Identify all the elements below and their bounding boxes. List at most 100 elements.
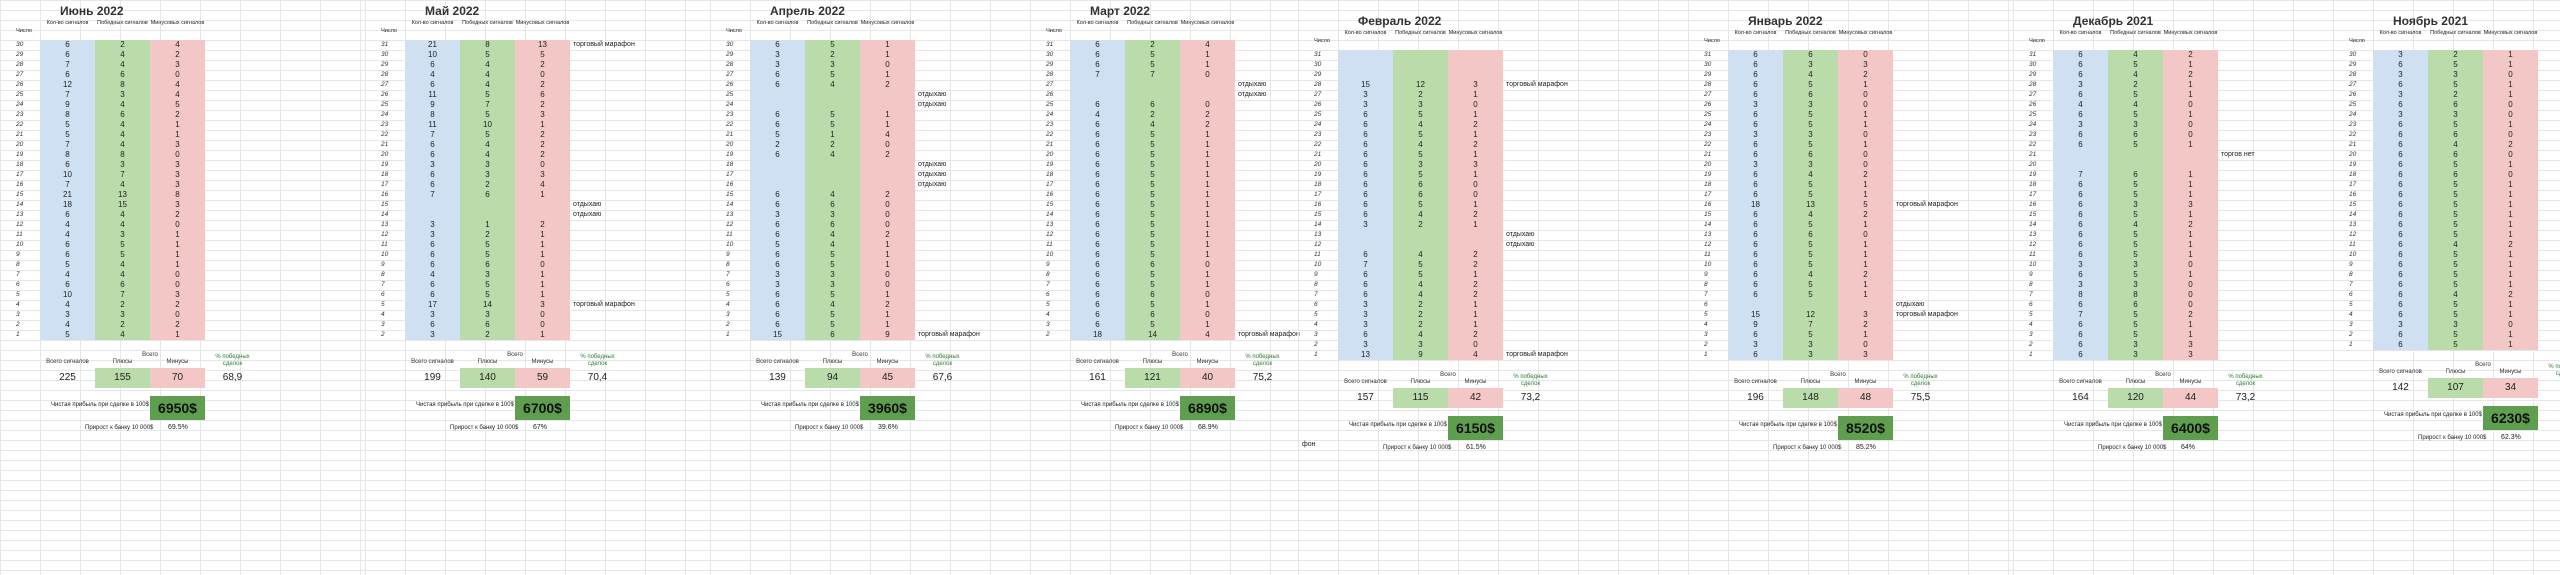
bank-growth-label: Прирост к банку 10 000$ [2418,435,2487,441]
day-cell: 4 [16,301,20,308]
day-cell: 6 [2349,291,2353,298]
count-cell: 6 [2398,60,2403,69]
header-signal-count: Кол-во сигналов [1344,30,1387,36]
wins-cell: 5 [2133,190,2138,199]
plus-label: Плюсы [1410,379,1431,385]
wins-cell: 4 [830,240,835,249]
count-cell: 6 [775,110,780,119]
count-cell: 6 [1095,240,1100,249]
wins-cell: 5 [2453,160,2458,169]
count-cell: 6 [775,230,780,239]
green-column [805,40,860,340]
count-cell: 7 [430,130,435,139]
wins-cell: 7 [1150,70,1155,79]
day-cell: 31 [1046,41,1054,48]
total-signals-value: 225 [59,372,76,383]
wins-cell: 4 [120,260,125,269]
losses-cell: 4 [885,130,890,139]
plus-label: Плюсы [1142,359,1163,365]
count-cell: 3 [775,280,780,289]
win-percent-value: 75,2 [1252,372,1273,383]
day-cell: 17 [381,181,389,188]
day-cell: 3 [381,321,385,328]
losses-cell: 2 [885,190,890,199]
wins-cell: 2 [1150,40,1155,49]
count-cell: 6 [1095,290,1100,299]
count-cell: 6 [2398,250,2403,259]
wins-cell: 2 [485,330,490,339]
losses-cell: 1 [885,290,890,299]
losses-cell: 1 [1863,220,1868,229]
wins-cell: 5 [1808,250,1813,259]
count-cell: 6 [2078,330,2083,339]
losses-cell: 1 [2188,210,2193,219]
total-minus-value: 48 [1838,388,1893,408]
losses-cell: 0 [885,210,890,219]
wins-cell: 4 [2453,290,2458,299]
count-cell: 6 [1753,290,1758,299]
day-cell: 2 [1704,341,1708,348]
losses-cell: 1 [885,110,890,119]
day-cell: 30 [2029,61,2037,68]
wins-cell: 5 [1150,320,1155,329]
losses-cell: 0 [540,260,545,269]
wins-cell: 4 [1418,330,1423,339]
day-cell: 6 [16,281,20,288]
wins-cell: 3 [485,170,490,179]
wins-cell: 2 [1418,220,1423,229]
day-cell: 6 [1046,291,1050,298]
losses-cell: 1 [2188,270,2193,279]
header-losses: Минусовых сигналов [515,20,570,26]
losses-cell: 0 [175,310,180,319]
day-cell: 13 [381,221,389,228]
wins-cell: 4 [1418,280,1423,289]
count-cell: 6 [2398,130,2403,139]
count-cell: 3 [1753,130,1758,139]
count-cell: 6 [1363,330,1368,339]
wins-cell: 5 [485,130,490,139]
wins-cell: 5 [2133,320,2138,329]
wins-cell: 5 [830,110,835,119]
day-cell: 13 [2029,231,2037,238]
total-label: Всего [1830,372,1846,378]
row-note: отдыхаю [918,171,947,178]
losses-cell: 0 [1205,290,1210,299]
wins-cell: 3 [830,270,835,279]
row-note: отдыхаю [573,211,602,218]
losses-cell: 1 [885,40,890,49]
count-cell: 7 [1095,70,1100,79]
count-cell: 6 [65,280,70,289]
losses-cell: 1 [1205,60,1210,69]
count-cell: 4 [65,270,70,279]
day-cell: 7 [2029,291,2033,298]
wins-cell: 3 [1808,350,1813,359]
count-cell: 6 [775,70,780,79]
green-column [1125,40,1180,340]
count-cell: 9 [1753,320,1758,329]
wins-cell: 6 [1150,100,1155,109]
count-cell: 6 [2078,300,2083,309]
total-plus-value: 140 [460,368,515,388]
row-note: отдыхаю [1238,91,1267,98]
day-cell: 14 [1704,221,1712,228]
wins-cell: 7 [120,290,125,299]
minus-label: Минусы [2499,369,2522,375]
wins-cell: 4 [120,130,125,139]
header-wins: Победных сигналов [1395,30,1446,36]
count-cell: 6 [1753,80,1758,89]
day-cell: 3 [1704,331,1708,338]
losses-cell: 1 [540,330,545,339]
wins-cell: 3 [2453,320,2458,329]
losses-cell: 2 [1473,120,1478,129]
day-cell: 17 [1704,191,1712,198]
total-label: Всего [1172,352,1188,358]
wins-cell: 4 [120,270,125,279]
count-cell: 6 [1753,250,1758,259]
losses-cell: 0 [885,140,890,149]
wins-cell: 8 [120,150,125,159]
day-cell: 5 [1704,311,1708,318]
count-cell: 3 [65,310,70,319]
total-count-label: Всего сигналов [2059,379,2102,385]
losses-cell: 9 [885,330,890,339]
day-cell: 7 [726,271,730,278]
